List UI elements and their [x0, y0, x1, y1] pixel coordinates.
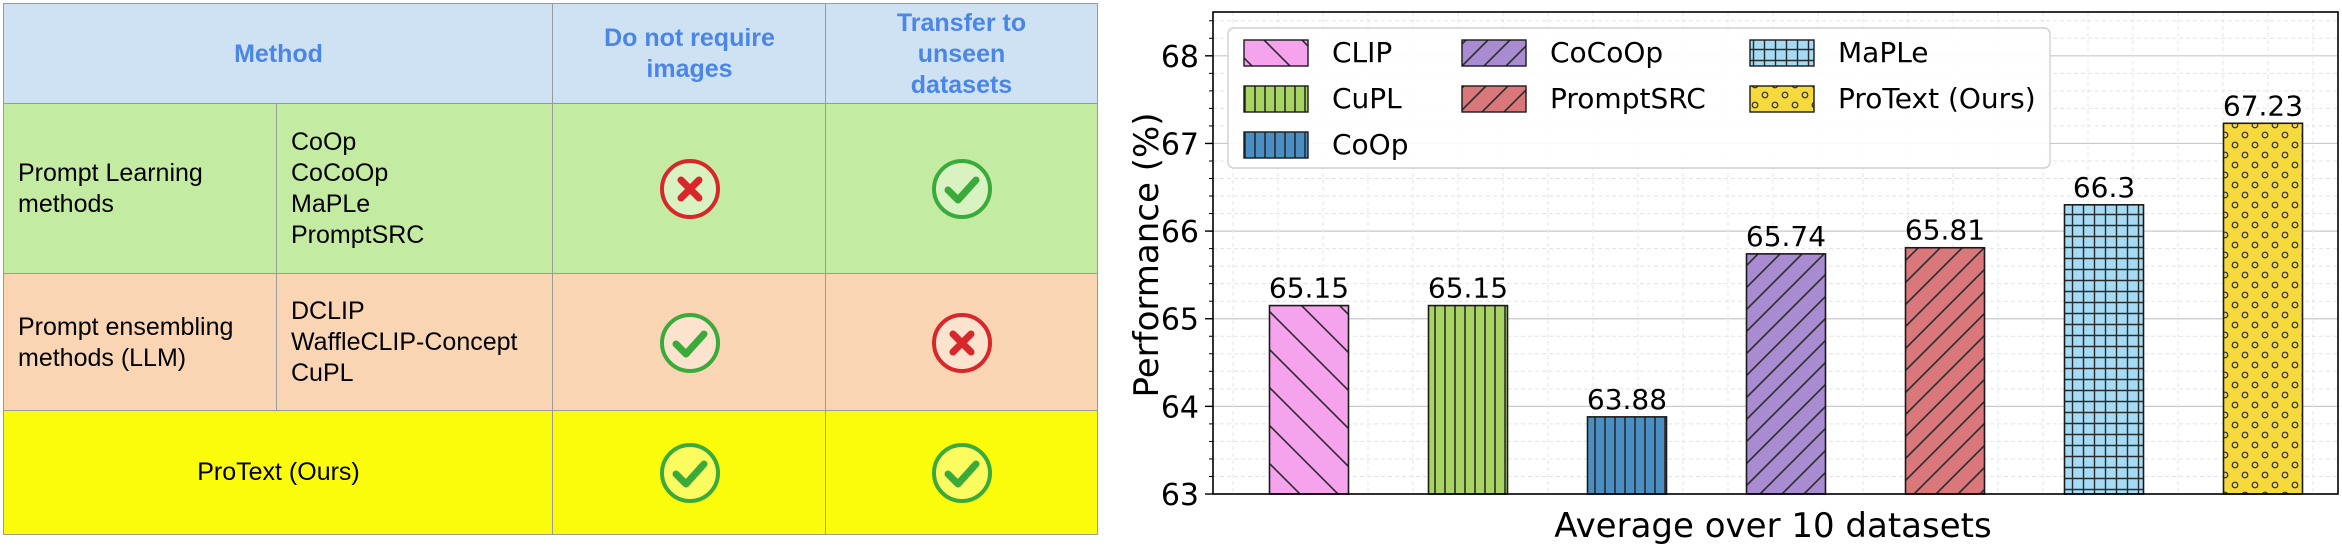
bar-protext-ours- [2222, 122, 2304, 495]
row-ensembling-methods: DCLIP WaffleCLIP-Concept CuPL [276, 273, 554, 412]
x-axis-label: Average over 10 datasets [1554, 506, 1991, 546]
legend-label: PromptSRC [1550, 82, 1706, 115]
check-icon [659, 312, 720, 373]
row-ensembling-no-images [552, 273, 827, 412]
legend-label: CLIP [1332, 36, 1392, 69]
y-tick-label: 64 [1161, 390, 1199, 425]
row-prompt-learning-category: Prompt Learning methods [3, 103, 278, 275]
header-transfer: Transfer to unseen datasets [825, 3, 1098, 105]
bar-value-label: 65.81 [1905, 214, 1985, 247]
legend-swatch [1243, 39, 1309, 67]
header-method-label: Method [234, 39, 323, 68]
comparison-table: Method Do not require images Transfer to… [3, 3, 1098, 535]
bar-value-label: 66.3 [2073, 171, 2135, 204]
bar-clip [1268, 304, 1350, 495]
y-axis-label: Performance (%) [1127, 112, 1167, 397]
legend: CLIP CuPL CoOp CoCoOp PromptSRC MaPLe ProText … [1227, 27, 2051, 169]
header-no-images-label: Do not require images [604, 24, 775, 83]
row-ensembling-transfer [825, 273, 1098, 412]
row-prompt-learning-transfer [825, 103, 1098, 275]
bar-cupl [1427, 304, 1509, 495]
row-protext-no-images [552, 410, 827, 535]
bar-value-label: 65.74 [1746, 220, 1826, 253]
legend-label: CoOp [1332, 128, 1409, 161]
method-name: CuPL [291, 359, 354, 387]
bar-promptsrc [1904, 246, 1986, 495]
bar-value-label: 63.88 [1587, 383, 1667, 416]
check-icon [659, 442, 720, 503]
row-prompt-learning-methods: CoOp CoCoOp MaPLe PromptSRC [276, 103, 554, 275]
cross-icon [931, 312, 992, 373]
legend-box [1227, 27, 2051, 169]
category-label: Prompt ensembling methods (LLM) [18, 312, 234, 372]
legend-swatch [1243, 85, 1309, 113]
y-tick-label: 65 [1161, 303, 1199, 338]
row-ensembling-category: Prompt ensembling methods (LLM) [3, 273, 278, 412]
cross-icon [659, 159, 720, 219]
bar-coop [1586, 416, 1668, 495]
y-tick-label: 66 [1161, 215, 1199, 250]
plot-frame [1212, 11, 2339, 495]
legend-label: MaPLe [1838, 36, 1929, 69]
method-name: DCLIP [291, 297, 365, 325]
bar-value-label: 67.23 [2223, 89, 2303, 122]
header-no-images: Do not require images [552, 3, 827, 105]
bar-cocoop [1745, 253, 1827, 495]
y-tick-label: 67 [1161, 127, 1199, 162]
header-transfer-label: Transfer to unseen datasets [896, 8, 1027, 99]
category-label: Prompt Learning methods [18, 159, 203, 218]
y-tick-label: 68 [1161, 40, 1199, 75]
axes: 63 64 65 66 67 68 [1161, 11, 2339, 513]
check-icon [931, 442, 992, 503]
row-protext-category: ProText (Ours) [3, 410, 554, 535]
check-icon [931, 159, 992, 219]
method-name: MaPLe [291, 190, 371, 218]
legend-label: ProText (Ours) [1838, 82, 2036, 115]
row-protext-transfer [825, 410, 1098, 535]
legend-swatch [1243, 131, 1309, 159]
legend-swatch [1749, 39, 1815, 67]
header-method: Method [3, 3, 554, 105]
row-prompt-learning-no-images [552, 103, 827, 275]
bar-value-label: 65.15 [1269, 272, 1349, 305]
legend-label: CuPL [1332, 82, 1402, 115]
method-name: PromptSRC [291, 221, 425, 249]
legend-label: CoCoOp [1550, 36, 1663, 69]
method-name: CoOp [291, 128, 357, 156]
bar-value-label: 65.15 [1428, 272, 1508, 305]
method-name: CoCoOp [291, 159, 389, 187]
category-label: ProText (Ours) [197, 458, 360, 486]
legend-swatch [1461, 39, 1527, 67]
legend-swatch [1461, 85, 1527, 113]
bar-maple [2063, 204, 2145, 495]
bars: 65.15 65.15 63.88 65.74 65.81 66.3 67.23 [1268, 89, 2304, 495]
method-name: WaffleCLIP-Concept [291, 328, 518, 356]
y-tick-label: 63 [1161, 478, 1199, 513]
legend-swatch [1749, 85, 1815, 113]
